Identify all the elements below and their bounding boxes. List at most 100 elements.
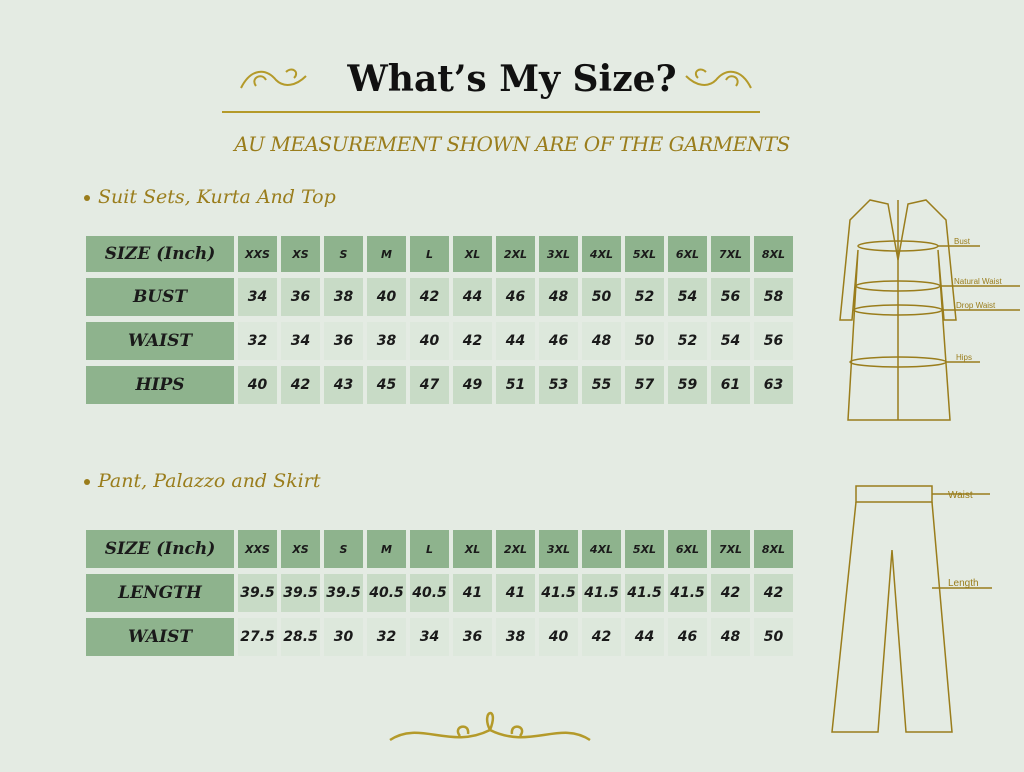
value-cell: 30 [324,618,363,656]
value-cell: 38 [324,278,363,316]
bottoms-size-table: SIZE (Inch) XXS XS S M L XL 2XL 3XL 4XL 5XL 6XL 7XL 8… [86,530,797,662]
value-cell: 42 [281,366,320,404]
value-cell: 48 [539,278,578,316]
size-header-cell: XL [453,530,492,568]
value-cell: 39.5 [238,574,277,612]
header-label: SIZE (Inch) [86,236,234,272]
value-cell: 41.5 [582,574,621,612]
value-cell: 48 [582,322,621,360]
value-cell: 43 [324,366,363,404]
size-header-cell: 8XL [754,530,793,568]
value-cell: 36 [324,322,363,360]
value-cell: 44 [625,618,664,656]
value-cell: 50 [754,618,793,656]
size-header-cell: S [324,530,363,568]
size-header-cell: M [367,530,406,568]
value-cell: 41 [453,574,492,612]
value-cell: 39.5 [324,574,363,612]
size-header-cell: 4XL [582,236,621,272]
section-heading-text: Pant, Palazzo and Skirt [98,470,321,492]
drop-waist-label: Drop Waist [956,301,996,310]
value-cell: 41.5 [625,574,664,612]
size-header-cell: 5XL [625,236,664,272]
size-header-cell: XXS [238,530,277,568]
table-row: BUST 34 36 38 40 42 44 46 48 50 52 54 56 58 [86,278,797,316]
value-cell: 56 [754,322,793,360]
kurta-diagram: Bust Natural Waist Drop Waist Hips [839,199,1020,421]
value-cell: 28.5 [281,618,320,656]
size-header-cell: L [410,530,449,568]
bust-label: Bust [954,237,971,246]
pant-diagram: Waist Length [831,485,992,733]
row-label: HIPS [86,366,234,404]
value-cell: 42 [754,574,793,612]
value-cell: 46 [668,618,707,656]
value-cell: 32 [238,322,277,360]
size-header-cell: 7XL [711,530,750,568]
header-row: SIZE (Inch) XXS XS S M L XL 2XL 3XL 4XL 5XL 6XL 7XL 8… [86,236,797,272]
size-header-cell: 6XL [668,236,707,272]
value-cell: 34 [238,278,277,316]
size-header-cell: M [367,236,406,272]
value-cell: 42 [711,574,750,612]
value-cell: 42 [582,618,621,656]
value-cell: 61 [711,366,750,404]
value-cell: 40 [367,278,406,316]
size-header-cell: 3XL [539,236,578,272]
value-cell: 54 [711,322,750,360]
size-header-cell: 3XL [539,530,578,568]
section-heading-tops: Suit Sets, Kurta And Top [84,186,336,208]
value-cell: 45 [367,366,406,404]
value-cell: 52 [668,322,707,360]
value-cell: 38 [496,618,535,656]
value-cell: 36 [281,278,320,316]
value-cell: 34 [410,618,449,656]
value-cell: 44 [496,322,535,360]
value-cell: 50 [625,322,664,360]
value-cell: 42 [410,278,449,316]
value-cell: 52 [625,278,664,316]
title-divider [222,111,760,113]
value-cell: 41.5 [668,574,707,612]
table-row: LENGTH 39.5 39.5 39.5 40.5 40.5 41 41 41.5 41.5 41… [86,574,797,612]
value-cell: 40.5 [367,574,406,612]
value-cell: 58 [754,278,793,316]
table-row: WAIST 32 34 36 38 40 42 44 46 48 50 52 54 56 [86,322,797,360]
size-header-cell: XS [281,236,320,272]
value-cell: 41 [496,574,535,612]
size-header-cell: S [324,236,363,272]
value-cell: 39.5 [281,574,320,612]
length-label: Length [948,578,979,589]
value-cell: 47 [410,366,449,404]
value-cell: 55 [582,366,621,404]
value-cell: 46 [496,278,535,316]
value-cell: 63 [754,366,793,404]
value-cell: 40 [539,618,578,656]
size-header-cell: 8XL [754,236,793,272]
value-cell: 40 [410,322,449,360]
natural-waist-label: Natural Waist [954,277,1002,286]
value-cell: 27.5 [238,618,277,656]
size-header-cell: 2XL [496,236,535,272]
size-header-cell: XXS [238,236,277,272]
value-cell: 57 [625,366,664,404]
value-cell: 46 [539,322,578,360]
value-cell: 40 [238,366,277,404]
section-heading-text: Suit Sets, Kurta And Top [98,186,336,208]
table-row: HIPS 40 42 43 45 47 49 51 53 55 57 59 61 63 [86,366,797,404]
subtitle: AU MEASUREMENT SHOWN ARE OF THE GARMENTS [234,132,790,156]
value-cell: 40.5 [410,574,449,612]
row-label: LENGTH [86,574,234,612]
value-cell: 32 [367,618,406,656]
size-header-cell: 6XL [668,530,707,568]
hips-label: Hips [956,353,972,362]
value-cell: 51 [496,366,535,404]
size-header-cell: XS [281,530,320,568]
size-header-cell: 4XL [582,530,621,568]
row-label: WAIST [86,618,234,656]
value-cell: 56 [711,278,750,316]
size-header-cell: 2XL [496,530,535,568]
value-cell: 59 [668,366,707,404]
value-cell: 34 [281,322,320,360]
size-header-cell: XL [453,236,492,272]
